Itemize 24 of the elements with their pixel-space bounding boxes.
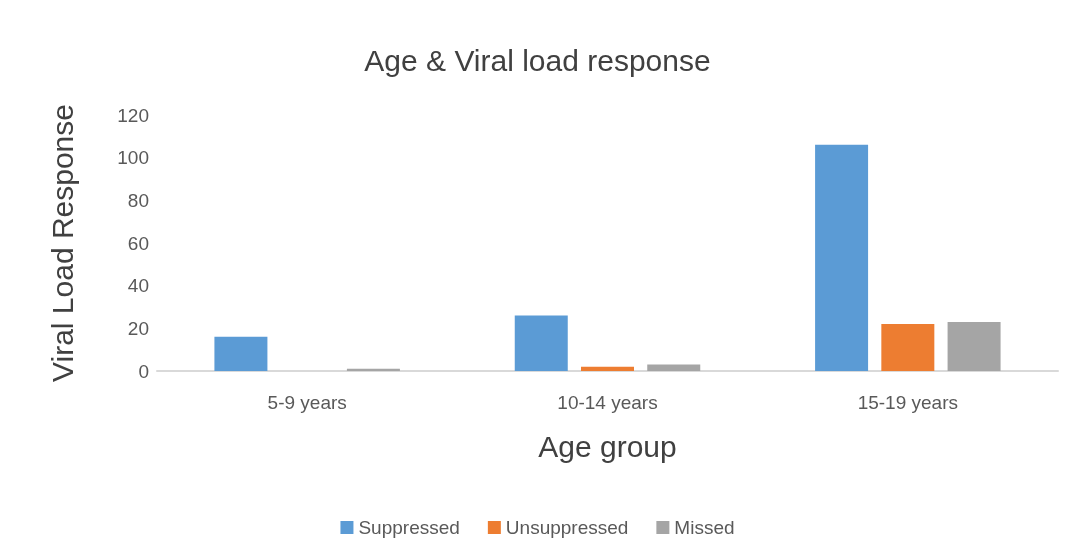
bar bbox=[881, 324, 935, 371]
y-tick-label: 0 bbox=[138, 360, 149, 382]
legend-label: Unsuppressed bbox=[505, 517, 629, 538]
y-tick-label: 20 bbox=[127, 317, 149, 339]
x-tick-label: 15-19 years bbox=[857, 392, 959, 413]
legend-label: Missed bbox=[674, 517, 735, 538]
bar bbox=[346, 368, 400, 371]
y-tick-label: 120 bbox=[117, 104, 149, 126]
x-tick-label: 10-14 years bbox=[557, 392, 658, 413]
bar bbox=[214, 336, 268, 371]
bar bbox=[514, 315, 568, 371]
bar bbox=[581, 366, 634, 371]
chart-title: Age & Viral load response bbox=[364, 43, 711, 77]
y-tick-label: 100 bbox=[117, 147, 149, 169]
x-tick-label: 5-9 years bbox=[267, 392, 347, 413]
y-axis-title: Viral Load Response bbox=[45, 104, 79, 382]
bar bbox=[947, 321, 1001, 371]
x-axis-title: Age group bbox=[538, 429, 677, 463]
bar bbox=[815, 144, 869, 371]
legend-label: Suppressed bbox=[358, 517, 460, 538]
y-tick-label: 60 bbox=[127, 232, 149, 254]
y-tick-label: 80 bbox=[127, 189, 149, 211]
y-tick-label: 40 bbox=[127, 275, 149, 297]
bar bbox=[647, 364, 701, 371]
